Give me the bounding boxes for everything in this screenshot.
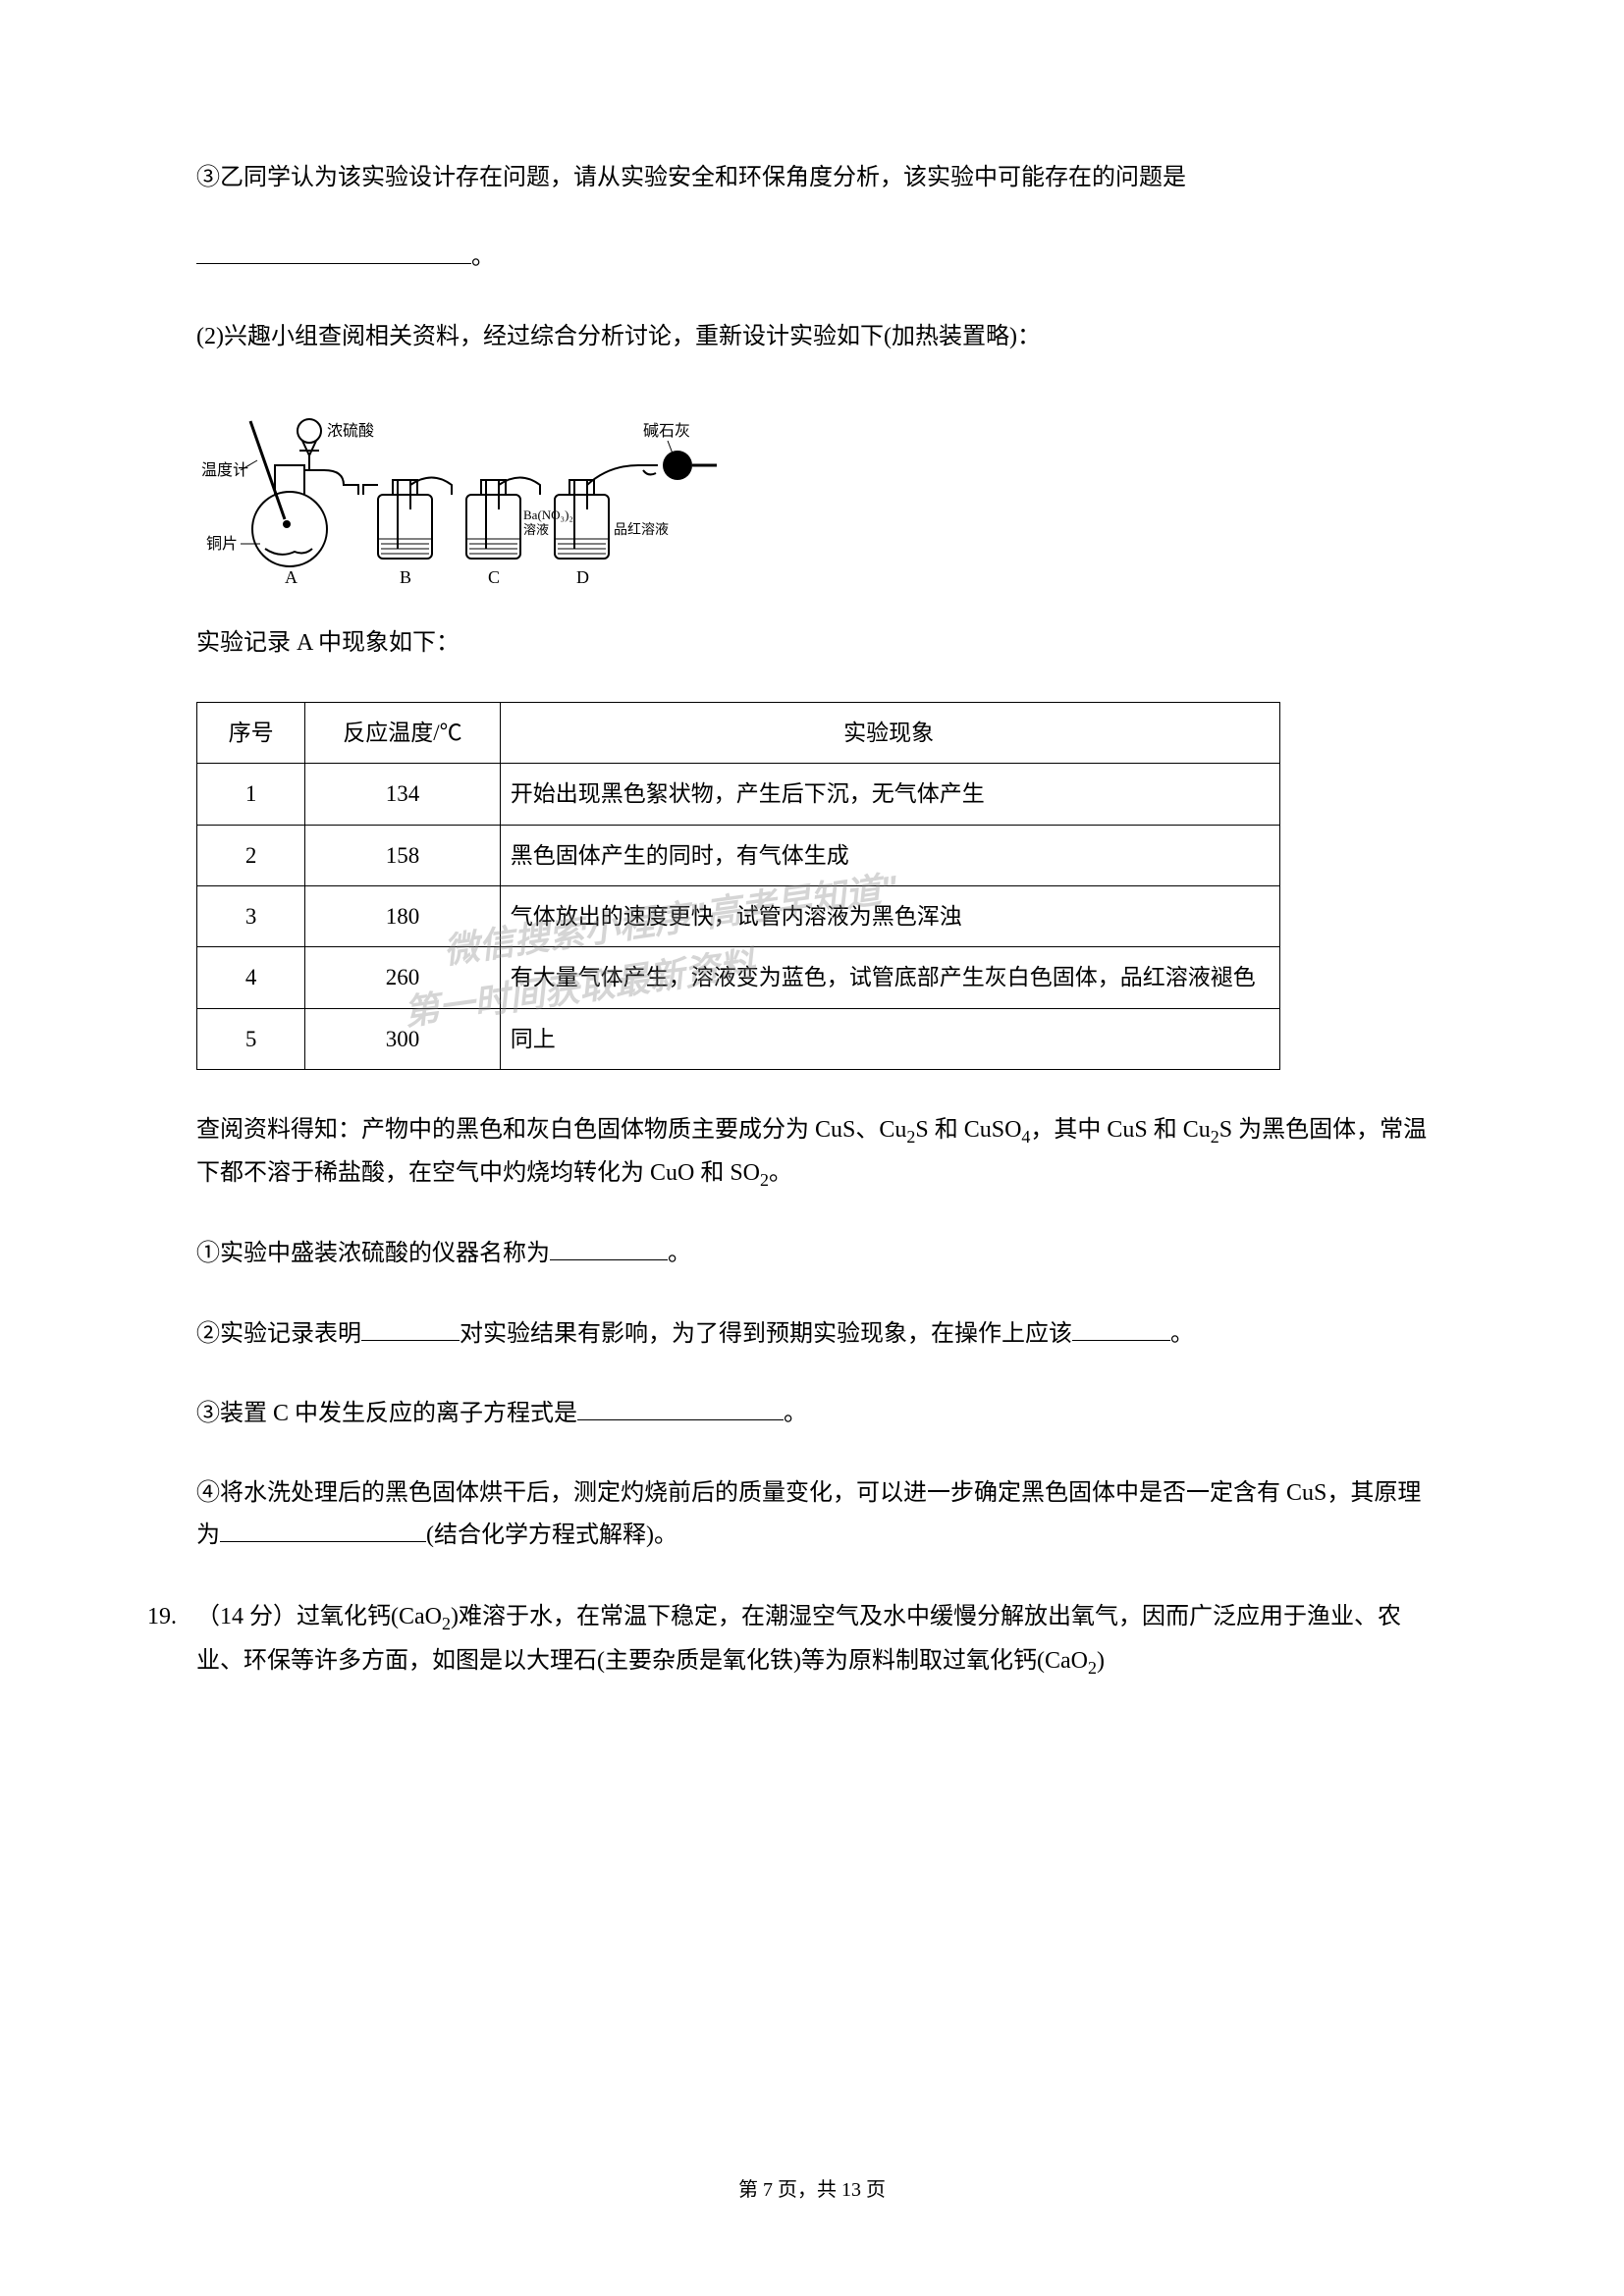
p4-mid1: S 和 CuSO bbox=[915, 1117, 1021, 1143]
q19-pre: （14 分）过氧化钙(CaO bbox=[196, 1604, 442, 1629]
th-temp: 反应温度/℃ bbox=[305, 702, 500, 763]
footer-text: 第 7 页，共 13 页 bbox=[738, 2179, 886, 2201]
paragraph-q2: ②实验记录表明 对实验结果有影响，为了得到预期实验现象，在操作上应该 。 bbox=[196, 1313, 1428, 1356]
para3-text: ③乙同学认为该实验设计存在问题，请从实验安全和环保角度分析，该实验中可能存在的问… bbox=[196, 165, 1186, 190]
label-banitrate1: Ba(NO₃)₂ bbox=[523, 507, 573, 522]
question-19: 19. （14 分）过氧化钙(CaO2)难溶于水，在常温下稳定，在潮湿空气及水中… bbox=[196, 1596, 1428, 1682]
table-row: 3 180 气体放出的速度更快，试管内溶液为黑色浑浊 bbox=[197, 885, 1280, 946]
cell-phenom: 有大量气体产生，溶液变为蓝色，试管底部产生灰白色固体，品红溶液褪色 bbox=[500, 947, 1279, 1008]
p7-pre: ③装置 C 中发生反应的离子方程式是 bbox=[196, 1401, 577, 1426]
para3-record: 实验记录 A 中现象如下： bbox=[196, 630, 460, 656]
cell-temp: 134 bbox=[305, 764, 500, 825]
label-a: A bbox=[285, 567, 298, 587]
blank-q1 bbox=[550, 1259, 668, 1260]
label-d: D bbox=[576, 567, 589, 587]
cell-temp: 180 bbox=[305, 885, 500, 946]
cell-phenom: 同上 bbox=[500, 1008, 1279, 1069]
blank-q2b bbox=[1072, 1340, 1170, 1341]
cell-seq: 2 bbox=[197, 825, 305, 885]
p8-pre: ④将水洗处理后的黑色固体烘干后，测定灼烧前后的质量变化，可以进一步确定黑色固体中… bbox=[196, 1480, 1421, 1548]
paragraph-q3: ③装置 C 中发生反应的离子方程式是 。 bbox=[196, 1393, 1428, 1435]
p6-suffix: 。 bbox=[1170, 1321, 1194, 1347]
table-header-row: 序号 反应温度/℃ 实验现象 bbox=[197, 702, 1280, 763]
para1-suffix: 。 bbox=[471, 244, 495, 270]
paragraph-2-intro: (2)兴趣小组查阅相关资料，经过综合分析讨论，重新设计实验如下(加热装置略)： bbox=[196, 316, 1428, 358]
paragraph-3: ③乙同学认为该实验设计存在问题，请从实验安全和环保角度分析，该实验中可能存在的问… bbox=[196, 157, 1428, 199]
table-row: 4 260 有大量气体产生，溶液变为蓝色，试管底部产生灰白色固体，品红溶液褪色 bbox=[197, 947, 1280, 1008]
p5-suffix: 。 bbox=[668, 1241, 691, 1266]
p4-end: 。 bbox=[769, 1160, 792, 1186]
experiment-table: 序号 反应温度/℃ 实验现象 1 134 开始出现黑色絮状物，产生后下沉，无气体… bbox=[196, 702, 1280, 1070]
cell-phenom: 气体放出的速度更快，试管内溶液为黑色浑浊 bbox=[500, 885, 1279, 946]
bottle-b bbox=[378, 480, 432, 559]
label-lime: 碱石灰 bbox=[643, 422, 690, 440]
label-b: B bbox=[400, 567, 411, 587]
para2-text: (2)兴趣小组查阅相关资料，经过综合分析讨论，重新设计实验如下(加热装置略)： bbox=[196, 324, 1041, 349]
table-row: 2 158 黑色固体产生的同时，有气体生成 bbox=[197, 825, 1280, 885]
cell-temp: 158 bbox=[305, 825, 500, 885]
q19-sub2: 2 bbox=[1088, 1657, 1097, 1677]
th-phenom: 实验现象 bbox=[500, 702, 1279, 763]
document-content: ③乙同学认为该实验设计存在问题，请从实验安全和环保角度分析，该实验中可能存在的问… bbox=[196, 157, 1428, 1683]
cell-seq: 5 bbox=[197, 1008, 305, 1069]
label-banitrate2: 溶液 bbox=[523, 522, 549, 537]
cell-phenom: 开始出现黑色絮状物，产生后下沉，无气体产生 bbox=[500, 764, 1279, 825]
paragraph-lookup: 查阅资料得知：产物中的黑色和灰白色固体物质主要成分为 CuS、Cu 2 S 和 Cu… bbox=[196, 1109, 1428, 1196]
cell-seq: 3 bbox=[197, 885, 305, 946]
p5-pre: ①实验中盛装浓硫酸的仪器名称为 bbox=[196, 1241, 550, 1266]
table-wrapper: 序号 反应温度/℃ 实验现象 1 134 开始出现黑色絮状物，产生后下沉，无气体… bbox=[196, 702, 1428, 1070]
p8-suffix: (结合化学方程式解释)。 bbox=[426, 1522, 677, 1548]
blank-q3 bbox=[577, 1419, 784, 1420]
paragraph-q1: ①实验中盛装浓硫酸的仪器名称为 。 bbox=[196, 1233, 1428, 1275]
table-row: 5 300 同上 bbox=[197, 1008, 1280, 1069]
table-row: 1 134 开始出现黑色絮状物，产生后下沉，无气体产生 bbox=[197, 764, 1280, 825]
cell-temp: 300 bbox=[305, 1008, 500, 1069]
cell-phenom: 黑色固体产生的同时，有气体生成 bbox=[500, 825, 1279, 885]
q19-sub1: 2 bbox=[442, 1614, 451, 1633]
q19-body: （14 分）过氧化钙(CaO2)难溶于水，在常温下稳定，在潮湿空气及水中缓慢分解… bbox=[196, 1596, 1428, 1682]
cell-temp: 260 bbox=[305, 947, 500, 1008]
blank-q2a bbox=[361, 1340, 460, 1341]
q19-number: 19. bbox=[147, 1596, 187, 1638]
p7-suffix: 。 bbox=[784, 1401, 807, 1426]
blank-answer-line: 。 bbox=[196, 237, 1428, 279]
cell-seq: 4 bbox=[197, 947, 305, 1008]
flask-a bbox=[250, 419, 327, 566]
label-acid: 浓硫酸 bbox=[327, 422, 374, 440]
label-magenta: 品红溶液 bbox=[614, 522, 669, 538]
p4-pre: 查阅资料得知：产物中的黑色和灰白色固体物质主要成分为 CuS、Cu bbox=[196, 1117, 906, 1143]
p6-pre: ②实验记录表明 bbox=[196, 1321, 361, 1347]
paragraph-record-intro: 实验记录 A 中现象如下： bbox=[196, 622, 1428, 665]
label-c: C bbox=[488, 567, 500, 587]
label-copper: 铜片 bbox=[206, 535, 238, 553]
p6-mid: 对实验结果有影响，为了得到预期实验现象，在操作上应该 bbox=[460, 1321, 1072, 1347]
th-seq: 序号 bbox=[197, 702, 305, 763]
page-footer: 第 7 页，共 13 页 bbox=[0, 2172, 1624, 2208]
q19-end: ) bbox=[1097, 1648, 1105, 1674]
p4-mid2: ，其中 CuS 和 Cu bbox=[1030, 1117, 1210, 1143]
p4-sub4: 2 bbox=[760, 1170, 769, 1190]
blank-q4 bbox=[220, 1541, 426, 1542]
experiment-diagram: 温度计 铜片 浓硫酸 碱石灰 Ba(NO₃)₂ 溶液 品红溶液 A B C D bbox=[196, 397, 1428, 593]
cell-seq: 1 bbox=[197, 764, 305, 825]
p4-sub3: 2 bbox=[1211, 1127, 1219, 1147]
answer-blank bbox=[196, 263, 471, 264]
paragraph-q4: ④将水洗处理后的黑色固体烘干后，测定灼烧前后的质量变化，可以进一步确定黑色固体中… bbox=[196, 1472, 1428, 1557]
bottle-c bbox=[466, 480, 520, 559]
apparatus-svg: 温度计 铜片 浓硫酸 碱石灰 Ba(NO₃)₂ 溶液 品红溶液 A B C D bbox=[196, 397, 766, 593]
